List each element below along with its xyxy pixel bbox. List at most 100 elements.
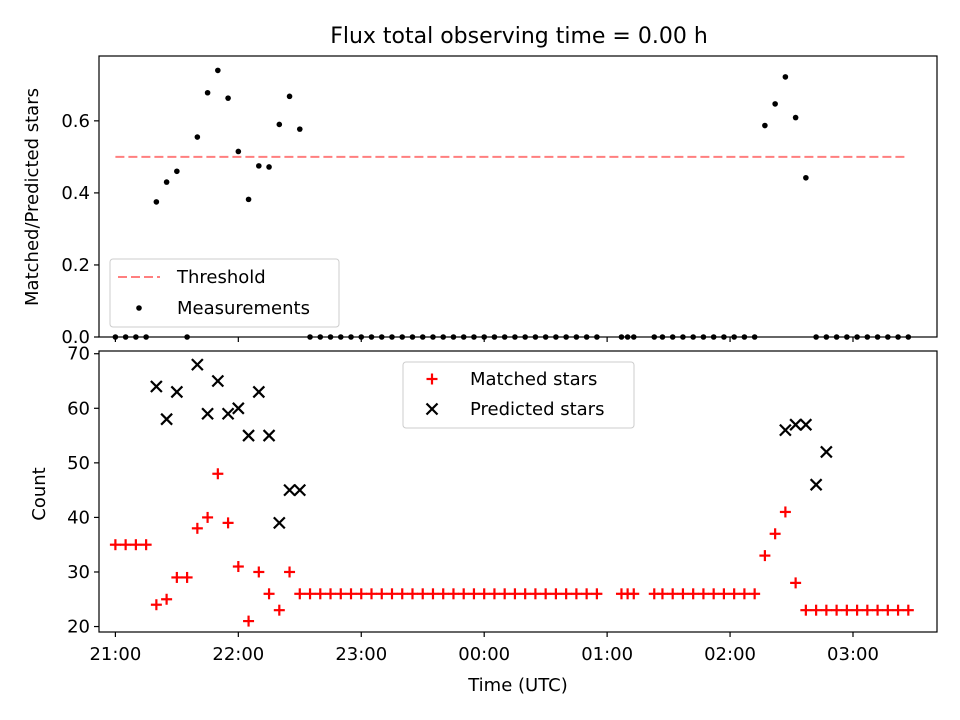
top-y-tick-label: 0.4	[61, 183, 90, 204]
measurement-point	[256, 163, 262, 169]
top-y-tick-label: 0.2	[61, 255, 90, 276]
measurement-point	[762, 122, 768, 129]
legend-matched-label: Matched stars	[470, 369, 597, 390]
bottom-y-tick-label: 30	[67, 562, 90, 583]
matched-point	[150, 599, 162, 611]
matched-point	[851, 604, 863, 616]
bottom-panel: 20 30 40 50 60 70 21:00 22:00 23:00 00:00 01:00 02:…	[29, 344, 938, 696]
matched-point	[550, 588, 562, 600]
x-tick-label: 23:00	[335, 644, 387, 665]
matched-point	[718, 588, 730, 600]
matched-point	[109, 539, 121, 551]
measurement-point	[215, 67, 221, 74]
matched-point	[581, 588, 593, 600]
matched-point	[355, 588, 367, 600]
matched-point	[447, 588, 459, 600]
matched-point	[232, 561, 244, 573]
matched-point	[345, 588, 357, 600]
top-legend: Threshold Measurements	[109, 258, 340, 328]
bottom-axes-frame	[98, 350, 938, 633]
bottom-points-layer	[109, 358, 914, 627]
matched-point	[841, 604, 853, 616]
matched-point	[202, 511, 214, 523]
matched-point	[171, 571, 183, 583]
matched-point	[892, 604, 904, 616]
predicted-point	[809, 478, 823, 491]
matched-point	[591, 588, 603, 600]
x-tick-label: 02:00	[704, 644, 756, 665]
measurement-point	[803, 174, 809, 181]
matched-point	[831, 604, 843, 616]
top-legend-box	[109, 258, 340, 328]
matched-point	[810, 604, 822, 616]
matched-point	[687, 588, 699, 600]
matched-point	[140, 539, 152, 551]
matched-point	[366, 588, 378, 600]
matched-point	[728, 588, 740, 600]
legend-predicted-marker	[425, 402, 439, 416]
matched-point	[161, 593, 173, 605]
matched-point	[478, 588, 490, 600]
x-axis-label: Time (UTC)	[467, 675, 568, 696]
matched-point	[759, 550, 771, 562]
predicted-point	[221, 407, 235, 421]
measurement-point	[174, 168, 180, 175]
legend-measurements-label: Measurements	[177, 298, 310, 319]
matched-point	[800, 604, 812, 616]
matched-point	[540, 588, 552, 600]
matched-point	[243, 615, 255, 627]
legend-predicted-label: Predicted stars	[470, 399, 604, 420]
matched-point	[738, 588, 750, 600]
measurement-point	[204, 89, 211, 96]
legend-threshold-label: Threshold	[176, 267, 266, 288]
matched-point	[437, 588, 449, 600]
matched-point	[191, 522, 203, 534]
matched-point	[417, 588, 429, 600]
measurement-point	[296, 126, 303, 132]
top-y-tick-label: 0.6	[61, 111, 90, 132]
measurement-point	[163, 179, 170, 185]
matched-point	[386, 588, 398, 600]
legend-measurements-marker	[136, 305, 142, 311]
matched-point	[677, 588, 689, 600]
predicted-point	[779, 423, 792, 437]
predicted-point	[273, 516, 286, 530]
matched-point	[529, 588, 541, 600]
predicted-point	[293, 483, 307, 497]
matched-point	[273, 604, 285, 616]
measurement-point	[266, 164, 272, 170]
predicted-point	[252, 385, 266, 399]
matched-point	[253, 566, 265, 578]
matched-point	[560, 588, 572, 600]
matched-point	[667, 588, 679, 600]
matched-point	[902, 604, 914, 616]
predicted-point	[799, 418, 813, 431]
x-tick-label: 00:00	[458, 644, 510, 665]
bottom-y-tick-label: 50	[67, 453, 90, 474]
top-axes-frame	[98, 55, 938, 338]
predicted-point	[820, 445, 833, 459]
top-panel: 0.0 0.2 0.4 0.6 Matched/Predicted stars Thr…	[22, 55, 938, 348]
predicted-point	[232, 402, 245, 415]
measurement-point	[194, 134, 201, 140]
matched-point	[263, 588, 275, 600]
matched-point	[212, 468, 224, 480]
bottom-legend-box	[402, 361, 635, 429]
matched-point	[396, 588, 408, 600]
matched-point	[861, 604, 873, 616]
matched-point	[458, 588, 470, 600]
matched-point	[790, 577, 802, 589]
x-tick-label: 03:00	[827, 644, 879, 665]
measurement-point	[782, 74, 789, 80]
matched-point	[294, 588, 306, 600]
matched-point	[656, 588, 668, 600]
bottom-y-tick-label: 20	[67, 617, 90, 638]
matched-point	[749, 588, 761, 600]
measurement-point	[235, 148, 242, 155]
bottom-y-axis-label: Count	[29, 467, 50, 520]
predicted-point	[170, 385, 184, 399]
bottom-y-tick-label: 40	[67, 507, 90, 528]
measurement-point	[225, 95, 231, 101]
